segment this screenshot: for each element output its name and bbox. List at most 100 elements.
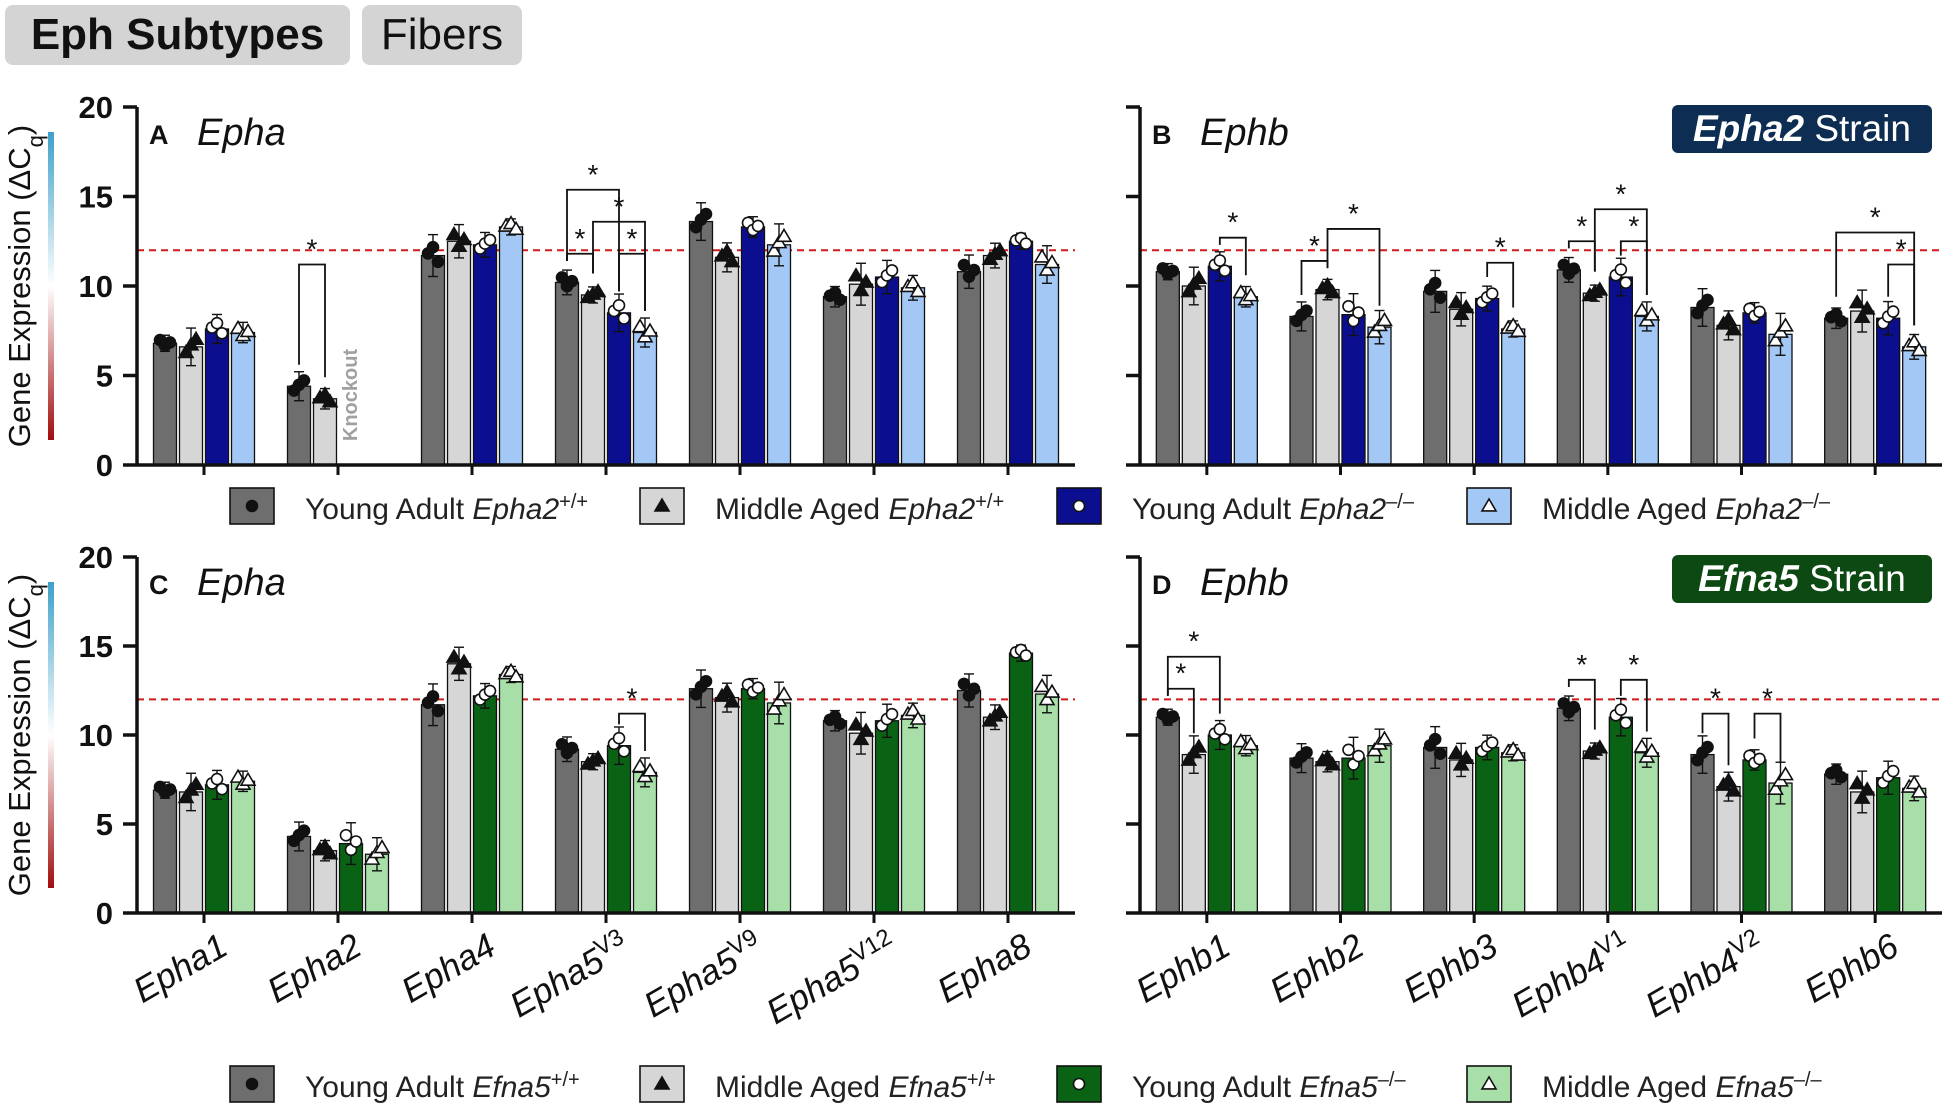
- bar: [714, 696, 740, 914]
- y-tick-label: 5: [96, 807, 113, 842]
- bar: [1423, 746, 1448, 914]
- data-point: [1614, 263, 1628, 276]
- strain-badge-label: Epha2 Strain: [1693, 108, 1911, 149]
- data-point: [1633, 738, 1651, 753]
- bar: [1367, 745, 1392, 914]
- data-point: [297, 824, 311, 837]
- bar: [688, 688, 714, 914]
- data-point: [507, 220, 525, 236]
- data-point: [565, 274, 579, 288]
- data-point: [1619, 716, 1633, 730]
- significance-star: *: [1576, 649, 1587, 680]
- data-point: [1019, 237, 1033, 250]
- data-point: [177, 343, 195, 359]
- bar: [1449, 308, 1474, 466]
- x-category-base: Epha5: [637, 941, 745, 1026]
- data-point: [641, 322, 659, 337]
- data-point: [1480, 497, 1498, 512]
- significance-bracket: [1753, 712, 1782, 762]
- legend-label-pre: Middle Aged: [715, 493, 888, 526]
- data-point: [339, 828, 353, 842]
- data-point: [1720, 311, 1737, 326]
- data-point: [187, 775, 205, 791]
- data-point: [1218, 733, 1232, 746]
- y-tick-label: 10: [79, 718, 113, 753]
- data-point: [349, 835, 363, 848]
- bar: [554, 281, 580, 466]
- legend-label-gene: Efna5: [888, 1071, 967, 1104]
- data-point: [1033, 678, 1051, 693]
- legend-label-sup: –/–: [1378, 1069, 1407, 1091]
- strain-badge: [1672, 105, 1932, 153]
- data-point: [1591, 739, 1609, 754]
- legend-label-pre: Young Adult: [305, 1071, 472, 1104]
- bar: [1008, 240, 1034, 466]
- bar: [1634, 315, 1659, 466]
- x-category-label: Epha4: [395, 926, 502, 1010]
- bar: [472, 695, 498, 914]
- significance-star: *: [1348, 198, 1359, 229]
- bar: [1341, 313, 1366, 466]
- tab-eph-subtypes[interactable]: Eph Subtypes: [5, 5, 350, 65]
- data-point: [1300, 746, 1313, 759]
- y-tick-label: 15: [79, 180, 113, 215]
- significance-bracket: [618, 712, 646, 752]
- x-category-base: Ephb4: [1505, 941, 1612, 1025]
- y-colorbar: [48, 132, 54, 440]
- strain-badge-text: Strain: [1799, 558, 1906, 599]
- data-point: [885, 264, 899, 277]
- bar: [204, 328, 230, 466]
- significance-star: *: [1227, 207, 1238, 238]
- bar: [1876, 777, 1901, 914]
- data-point: [1777, 766, 1794, 781]
- data-point: [1324, 284, 1341, 299]
- bar: [740, 226, 766, 466]
- y-tick-label: 20: [79, 540, 113, 575]
- legend-label: Middle Aged Efna5–/–: [1542, 1069, 1823, 1104]
- data-point: [699, 207, 713, 221]
- bar: [874, 276, 900, 466]
- data-point: [1242, 736, 1260, 751]
- bar: [606, 745, 632, 914]
- data-point: [1509, 746, 1527, 761]
- x-category-base: Ephb2: [1263, 926, 1370, 1010]
- legend-label: Young Adult Efna5+/+: [305, 1069, 580, 1104]
- data-point: [445, 226, 463, 241]
- data-point: [1457, 299, 1475, 314]
- data-point: [1352, 306, 1365, 319]
- bar: [956, 689, 982, 914]
- x-category-base: Ephb6: [1798, 926, 1906, 1011]
- significance-star: *: [1309, 230, 1320, 261]
- data-point: [617, 312, 631, 325]
- x-category-label: Epha5V9: [636, 923, 770, 1025]
- bar: [1634, 752, 1659, 914]
- y-axis-label-close: ): [2, 574, 37, 584]
- data-point: [833, 717, 847, 731]
- bar: [1582, 750, 1607, 914]
- significance-star: *: [1710, 683, 1721, 714]
- strain-badge-text: Strain: [1804, 108, 1911, 149]
- x-category-label: Epha2: [261, 926, 368, 1010]
- data-point: [589, 749, 607, 765]
- data-point: [1905, 774, 1923, 790]
- legend-label-gene: Efna5: [1299, 1071, 1378, 1104]
- data-point: [455, 653, 473, 668]
- y-tick-label: 0: [96, 448, 113, 483]
- data-point: [1457, 749, 1475, 764]
- data-point: [957, 677, 971, 691]
- data-point: [1777, 317, 1794, 332]
- legend-label-gene: Efna5: [472, 1071, 551, 1104]
- bar: [1876, 317, 1901, 466]
- bar: [152, 342, 178, 466]
- y-tick-label: 10: [79, 269, 113, 304]
- tab-fibers[interactable]: Fibers: [362, 5, 522, 65]
- data-point: [1910, 783, 1928, 798]
- data-point: [723, 693, 741, 708]
- data-point: [1166, 710, 1180, 723]
- data-point: [909, 282, 927, 298]
- legend-label: Young Adult Efna5–/–: [1132, 1069, 1406, 1104]
- data-point: [177, 788, 195, 804]
- significance-star: *: [1896, 234, 1907, 265]
- legend-label-pre: Middle Aged: [715, 1071, 888, 1104]
- bar: [900, 714, 926, 914]
